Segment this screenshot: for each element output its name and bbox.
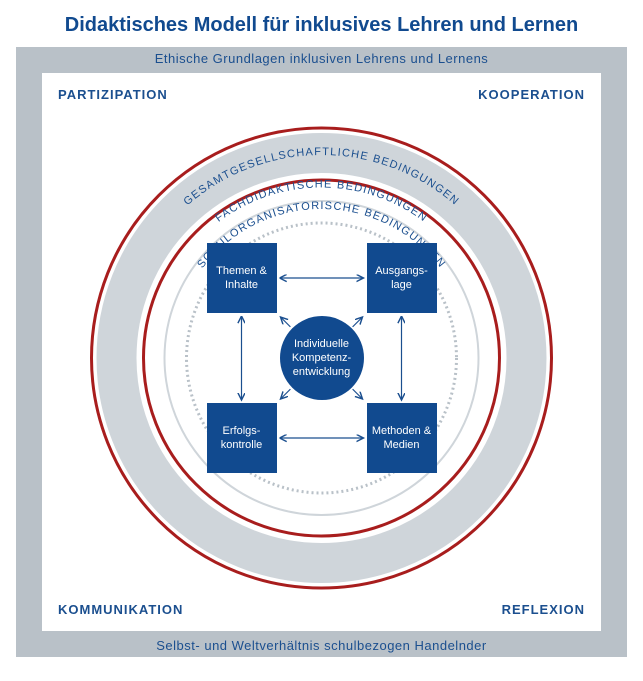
inner-white-box: PARTIZIPATION KOOPERATION KOMMUNIKATION …: [42, 73, 601, 631]
square-tr-label: Ausgangs- lage: [367, 264, 437, 293]
square-tl: Themen & Inhalte: [207, 243, 277, 313]
diagram-title: Didaktisches Modell für inklusives Lehre…: [0, 0, 643, 47]
square-br: Methoden & Medien: [367, 403, 437, 473]
frame-bottom-label: Selbst- und Weltverhältnis schulbezogen …: [16, 638, 627, 653]
square-bl: Erfolgs- kontrolle: [207, 403, 277, 473]
frame-top-label: Ethische Grundlagen inklusiven Lehrens u…: [16, 51, 627, 66]
square-br-label: Methoden & Medien: [367, 424, 437, 453]
square-tr: Ausgangs- lage: [367, 243, 437, 313]
outer-gray-frame: Ethische Grundlagen inklusiven Lehrens u…: [16, 47, 627, 657]
center-circle-label: Individuelle Kompetenz- entwicklung: [280, 337, 364, 380]
square-bl-label: Erfolgs- kontrolle: [207, 424, 277, 453]
square-tl-label: Themen & Inhalte: [207, 264, 277, 293]
center-circle: Individuelle Kompetenz- entwicklung: [280, 316, 364, 400]
